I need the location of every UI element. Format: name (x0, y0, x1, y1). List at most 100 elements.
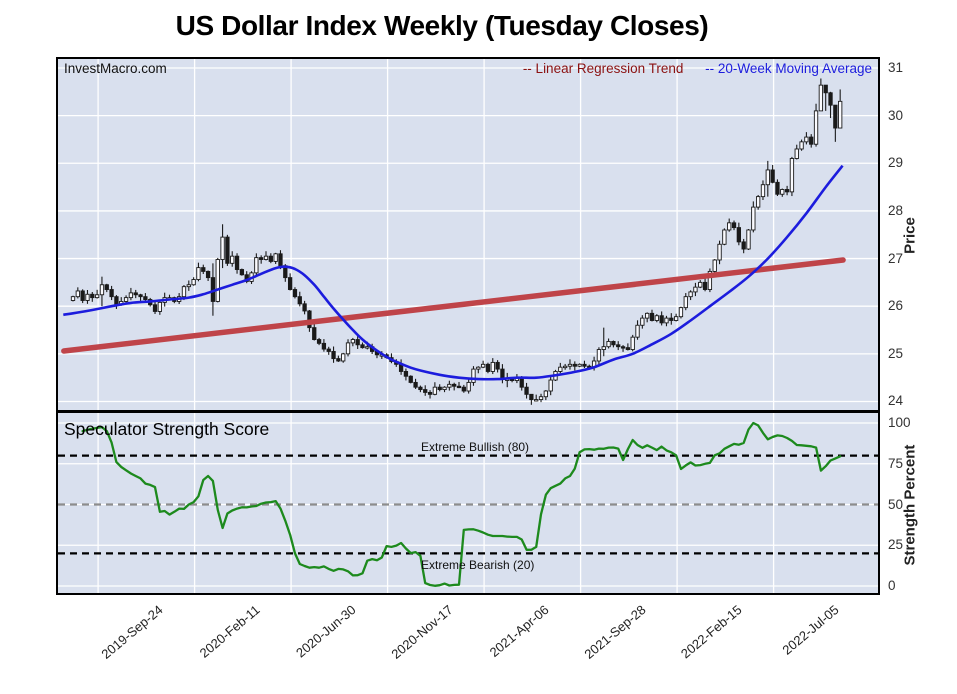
candle-body (287, 277, 293, 290)
candle-body (789, 158, 795, 193)
x-tick-label: 2020-Feb-11 (196, 602, 263, 661)
candle-body (239, 269, 245, 276)
candle-body (722, 229, 727, 245)
candle-body (538, 396, 544, 401)
candle-body (775, 181, 780, 195)
price-tick-label: 29 (888, 155, 904, 171)
candle-body (263, 255, 269, 260)
candlestick (437, 384, 442, 392)
candle-body (104, 284, 109, 290)
candle-body (567, 363, 573, 367)
candle-body (80, 290, 85, 301)
candle-body (548, 379, 553, 392)
candlestick (804, 132, 809, 145)
candle-body (128, 292, 134, 299)
price-tick-label: 25 (888, 345, 904, 361)
candle-body (572, 363, 577, 367)
candle-body (746, 229, 751, 250)
candlestick (789, 156, 795, 197)
candlestick (230, 251, 235, 267)
candlestick (254, 253, 259, 277)
candlestick (341, 352, 346, 363)
candlestick (302, 300, 307, 315)
candlestick (582, 360, 587, 368)
candle-body (809, 136, 814, 145)
candlestick (316, 337, 322, 346)
candle-body (480, 363, 486, 368)
candle-body (784, 189, 790, 193)
candlestick (104, 283, 109, 293)
legend-regression-label: -- Linear Regression Trend (522, 61, 684, 76)
candle-body (485, 363, 491, 372)
strength-panel-title: Speculator Strength Score (64, 419, 270, 439)
candle-body (427, 391, 433, 395)
candlestick (466, 377, 471, 394)
candle-body (94, 294, 100, 299)
candlestick (765, 160, 770, 197)
candlestick (321, 339, 327, 352)
candlestick (408, 375, 413, 384)
candlestick (350, 337, 355, 347)
candle-body (765, 169, 770, 186)
extreme-bullish-label: Extreme Bullish (80) (421, 440, 530, 454)
candle-body (220, 236, 225, 260)
candle-body (698, 281, 703, 288)
candlestick (485, 362, 491, 374)
candle-body (432, 386, 438, 395)
candle-body (529, 393, 534, 401)
candlestick (601, 327, 606, 357)
candlestick (292, 287, 298, 299)
candlestick (215, 257, 220, 303)
candle-body (780, 189, 785, 195)
candlestick (596, 347, 602, 366)
candle-body (683, 296, 688, 309)
candlestick (813, 103, 819, 147)
candlestick (809, 134, 814, 148)
regression-line (61, 257, 846, 354)
candlestick (331, 346, 336, 363)
candlestick (273, 252, 278, 264)
candle-body (452, 383, 457, 387)
candlestick (263, 251, 269, 261)
candle-body (673, 316, 679, 321)
candle-body (471, 368, 476, 383)
strength-chart-svg (58, 413, 878, 593)
chart-legend: -- Linear Regression Trend -- 20-Week Mo… (505, 61, 872, 76)
x-tick-label: 2020-Jun-30 (293, 602, 359, 661)
candle-body (731, 222, 737, 229)
candle-body (490, 361, 495, 372)
candle-body (355, 339, 360, 346)
candlestick (654, 314, 659, 323)
candle-body (833, 104, 838, 129)
plot-background (58, 59, 878, 410)
candle-body (476, 366, 481, 370)
strength-tick-label: 0 (888, 578, 896, 593)
candle-body (99, 284, 105, 296)
candle-body (707, 270, 713, 290)
candlestick (731, 220, 737, 231)
candle-body (336, 358, 341, 362)
strength-tick-label: 25 (888, 537, 904, 553)
candlestick (611, 340, 616, 348)
candlestick (205, 270, 211, 281)
candle-body (225, 236, 230, 264)
candlestick (828, 91, 833, 119)
strength-axis-title: Strength Percent (901, 444, 919, 566)
x-tick-label: 2019-Sep-24 (98, 602, 166, 662)
x-tick-label: 2021-Sep-28 (580, 602, 649, 662)
candlestick (268, 253, 273, 264)
candlestick (577, 363, 582, 368)
candle-body (630, 336, 635, 351)
candle-body (804, 136, 809, 143)
candlestick (427, 390, 433, 399)
candle-body (818, 84, 824, 112)
candle-body (611, 341, 616, 346)
candlestick (775, 179, 780, 197)
candlestick (630, 334, 635, 352)
candle-body (702, 281, 708, 290)
candle-body (823, 84, 828, 94)
candle-body (259, 257, 264, 260)
candlestick (186, 280, 191, 291)
candle-body (625, 347, 631, 351)
candle-body (312, 327, 317, 340)
